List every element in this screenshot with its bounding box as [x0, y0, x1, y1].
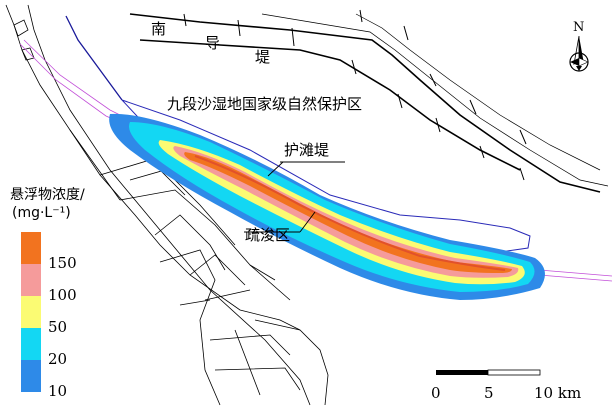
coastline-lines — [5, 4, 329, 406]
south-guide-dike — [129, 9, 609, 193]
scale-label-10: 10 km — [534, 384, 582, 402]
protection-dike-label: 护滩堤 — [284, 141, 330, 159]
legend-value-150: 150 — [48, 254, 77, 272]
legend-swatch-100 — [21, 264, 41, 296]
scale-label-0: 0 — [431, 384, 441, 402]
legend-value-20: 20 — [48, 350, 68, 368]
scale-label-5: 5 — [484, 384, 494, 402]
legend-swatch-150 — [21, 232, 41, 264]
legend-swatch-50 — [21, 296, 41, 328]
label-leaders — [244, 161, 345, 233]
estuary-boundary — [65, 15, 123, 101]
south-dike-label-3: 堤 — [255, 48, 271, 66]
legend-title-line2: (mg·L⁻¹) — [12, 205, 71, 221]
south-dike-label-2: 导 — [205, 34, 221, 52]
legend-value-50: 50 — [48, 318, 68, 336]
north-label: N — [573, 20, 585, 35]
legend-title: 悬浮物浓度/ (mg·L⁻¹) — [10, 186, 85, 222]
legend-swatch-20 — [21, 328, 41, 360]
north-arrow: N — [566, 20, 592, 78]
scale-bar-graphic — [436, 369, 541, 376]
reserve-label: 九段沙湿地国家级自然保护区 — [167, 95, 363, 113]
legend-swatch-10 — [21, 360, 41, 392]
suspended-sediment-plume — [109, 113, 545, 300]
north-arrow-icon — [569, 36, 589, 72]
legend-value-100: 100 — [48, 286, 77, 304]
legend-title-line1: 悬浮物浓度/ — [10, 187, 85, 203]
legend-value-10: 10 — [48, 382, 68, 400]
dredge-area-label: 疏浚区 — [245, 226, 291, 244]
south-dike-label-1: 南 — [151, 20, 167, 38]
